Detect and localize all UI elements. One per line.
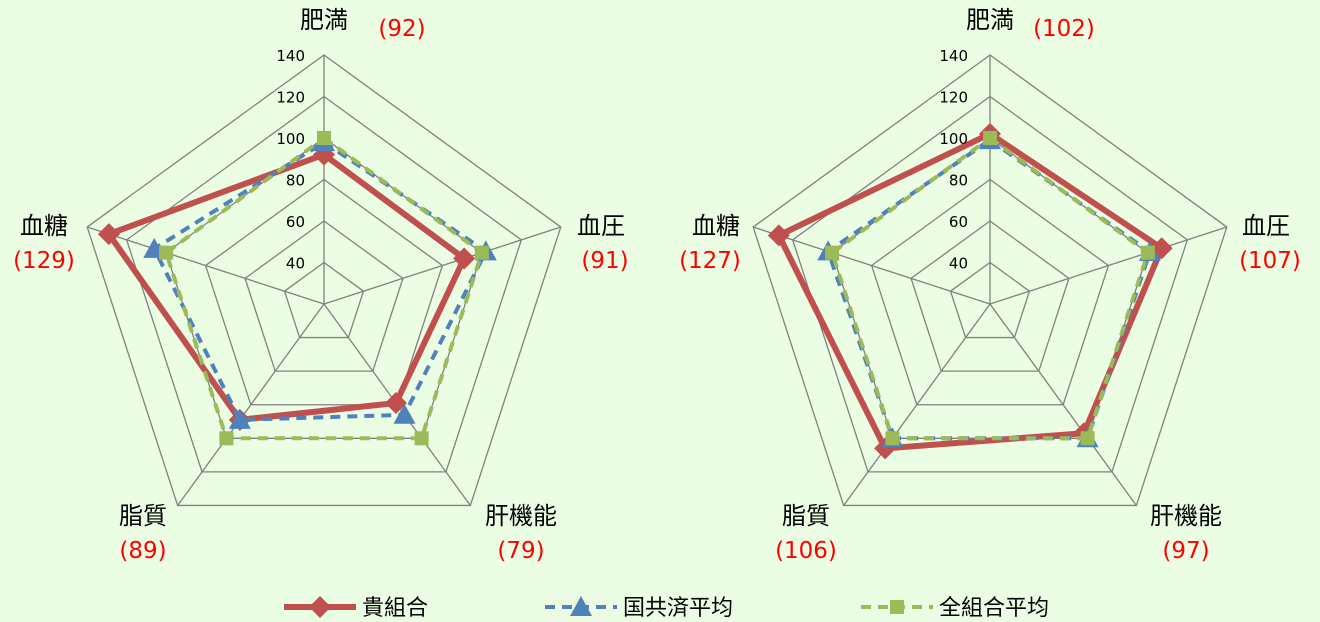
axis-value: (129) [13, 248, 75, 274]
axis-value: (91) [581, 248, 628, 274]
tick-label: 120 [939, 89, 968, 107]
grid-ring-140 [752, 54, 1228, 507]
series-line [164, 136, 484, 441]
axis-value: (79) [497, 538, 544, 564]
tick-label: 140 [276, 47, 305, 65]
tick-label: 60 [949, 213, 968, 231]
series-line [152, 140, 488, 422]
tick-label: 60 [286, 213, 305, 231]
grid-ring-60 [244, 220, 404, 372]
data-point [474, 245, 489, 260]
series-line [826, 138, 1152, 441]
grid-ring-80 [870, 178, 1110, 406]
axis-label: 血圧 [577, 212, 625, 240]
axis-value: (92) [378, 16, 425, 42]
data-point [228, 408, 251, 429]
spoke [177, 303, 325, 506]
data-point [1140, 245, 1155, 260]
grid-ring-60 [910, 220, 1070, 372]
axis-label: 肥満 [300, 6, 348, 34]
data-point [885, 431, 900, 446]
data-point [767, 224, 790, 247]
radar-chart-right: 40 60 80 100 120 140 肥満 (102) 血圧 (107) 肝機能 (97) 脂質 (1… [679, 6, 1301, 564]
spoke [989, 226, 1228, 305]
grid-ring-80 [204, 178, 444, 406]
spoke [989, 303, 1137, 506]
axis-label: 肝機能 [485, 502, 557, 530]
tick-label: 140 [939, 47, 968, 65]
axis-value: (89) [119, 538, 166, 564]
legend: 貴組合 国共済平均 全組合平均 [284, 596, 1049, 621]
spoke [752, 226, 991, 305]
legend-label: 国共済平均 [623, 596, 733, 621]
spoke [323, 226, 562, 305]
axis-label: 肝機能 [1150, 502, 1222, 530]
tick-label: 100 [276, 130, 305, 148]
tick-label: 100 [939, 130, 968, 148]
data-point [983, 131, 997, 145]
tick-label: 40 [949, 255, 968, 273]
axis-label: 脂質 [119, 502, 167, 530]
legend-label: 貴組合 [362, 596, 428, 621]
axis-label: 血糖 [20, 212, 68, 240]
grid-ring-40 [949, 261, 1031, 339]
data-point [825, 245, 840, 260]
tick-label: 80 [949, 172, 968, 190]
data-point [1150, 237, 1173, 260]
legend-label: 全組合平均 [939, 596, 1049, 621]
tick-label: 80 [286, 172, 305, 190]
grid-ring-40 [283, 261, 365, 339]
data-point [317, 131, 331, 145]
legend-marker [890, 600, 904, 614]
axis-label: 脂質 [782, 502, 830, 530]
data-point [393, 403, 416, 424]
axis-label: 血糖 [692, 212, 740, 240]
legend-marker [309, 596, 331, 618]
axis-value: (97) [1162, 538, 1209, 564]
data-point [97, 223, 120, 246]
legend-marker [570, 596, 592, 616]
axis-value: (106) [775, 538, 837, 564]
grid-ring-140 [86, 54, 562, 507]
data-point [414, 431, 429, 446]
radar-chart-left: 40 60 80 100 120 140 肥満 (92) 血圧 (91) 肝機能 (79) 脂質 (89)… [13, 6, 629, 564]
data-point [384, 392, 407, 415]
axis-label: 血圧 [1242, 212, 1290, 240]
spoke [86, 226, 325, 305]
axis-label: 肥満 [966, 6, 1014, 34]
data-point [1080, 431, 1095, 446]
tick-label: 40 [286, 255, 305, 273]
series-line [105, 151, 468, 423]
data-point [453, 247, 476, 270]
axis-value: (102) [1033, 16, 1095, 42]
tick-label: 120 [276, 89, 305, 107]
axis-value: (107) [1239, 248, 1301, 274]
series-line [830, 136, 1150, 441]
data-point [219, 431, 234, 446]
spoke [843, 303, 991, 506]
axis-value: (127) [679, 248, 741, 274]
series-line [775, 130, 1165, 452]
data-point [159, 245, 174, 260]
